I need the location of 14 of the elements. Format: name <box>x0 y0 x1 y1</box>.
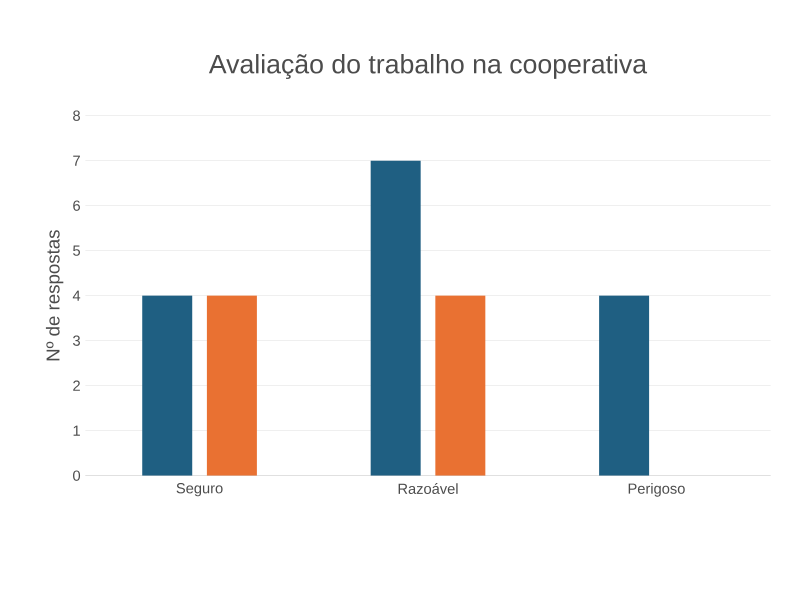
y-tick-label: 2 <box>73 380 80 391</box>
y-tick-label: 1 <box>74 426 80 436</box>
y-axis-title: Nº de respostas <box>46 230 64 360</box>
x-tick-label: Perigoso <box>628 483 685 497</box>
y-tick-label: 6 <box>73 200 80 211</box>
x-tick-label: Seguro <box>176 483 223 496</box>
y-tick-label: 8 <box>73 110 80 121</box>
y-tick-label: 5 <box>73 246 80 256</box>
y-tick-label: 0 <box>73 470 80 481</box>
y-tick-label: 3 <box>73 335 80 346</box>
y-tick-label: 7 <box>73 156 80 166</box>
x-tick-label: Razoável <box>398 483 458 494</box>
y-tick-label: 4 <box>72 290 80 301</box>
chart-title: Avaliação do trabalho na cooperativa <box>208 54 648 79</box>
